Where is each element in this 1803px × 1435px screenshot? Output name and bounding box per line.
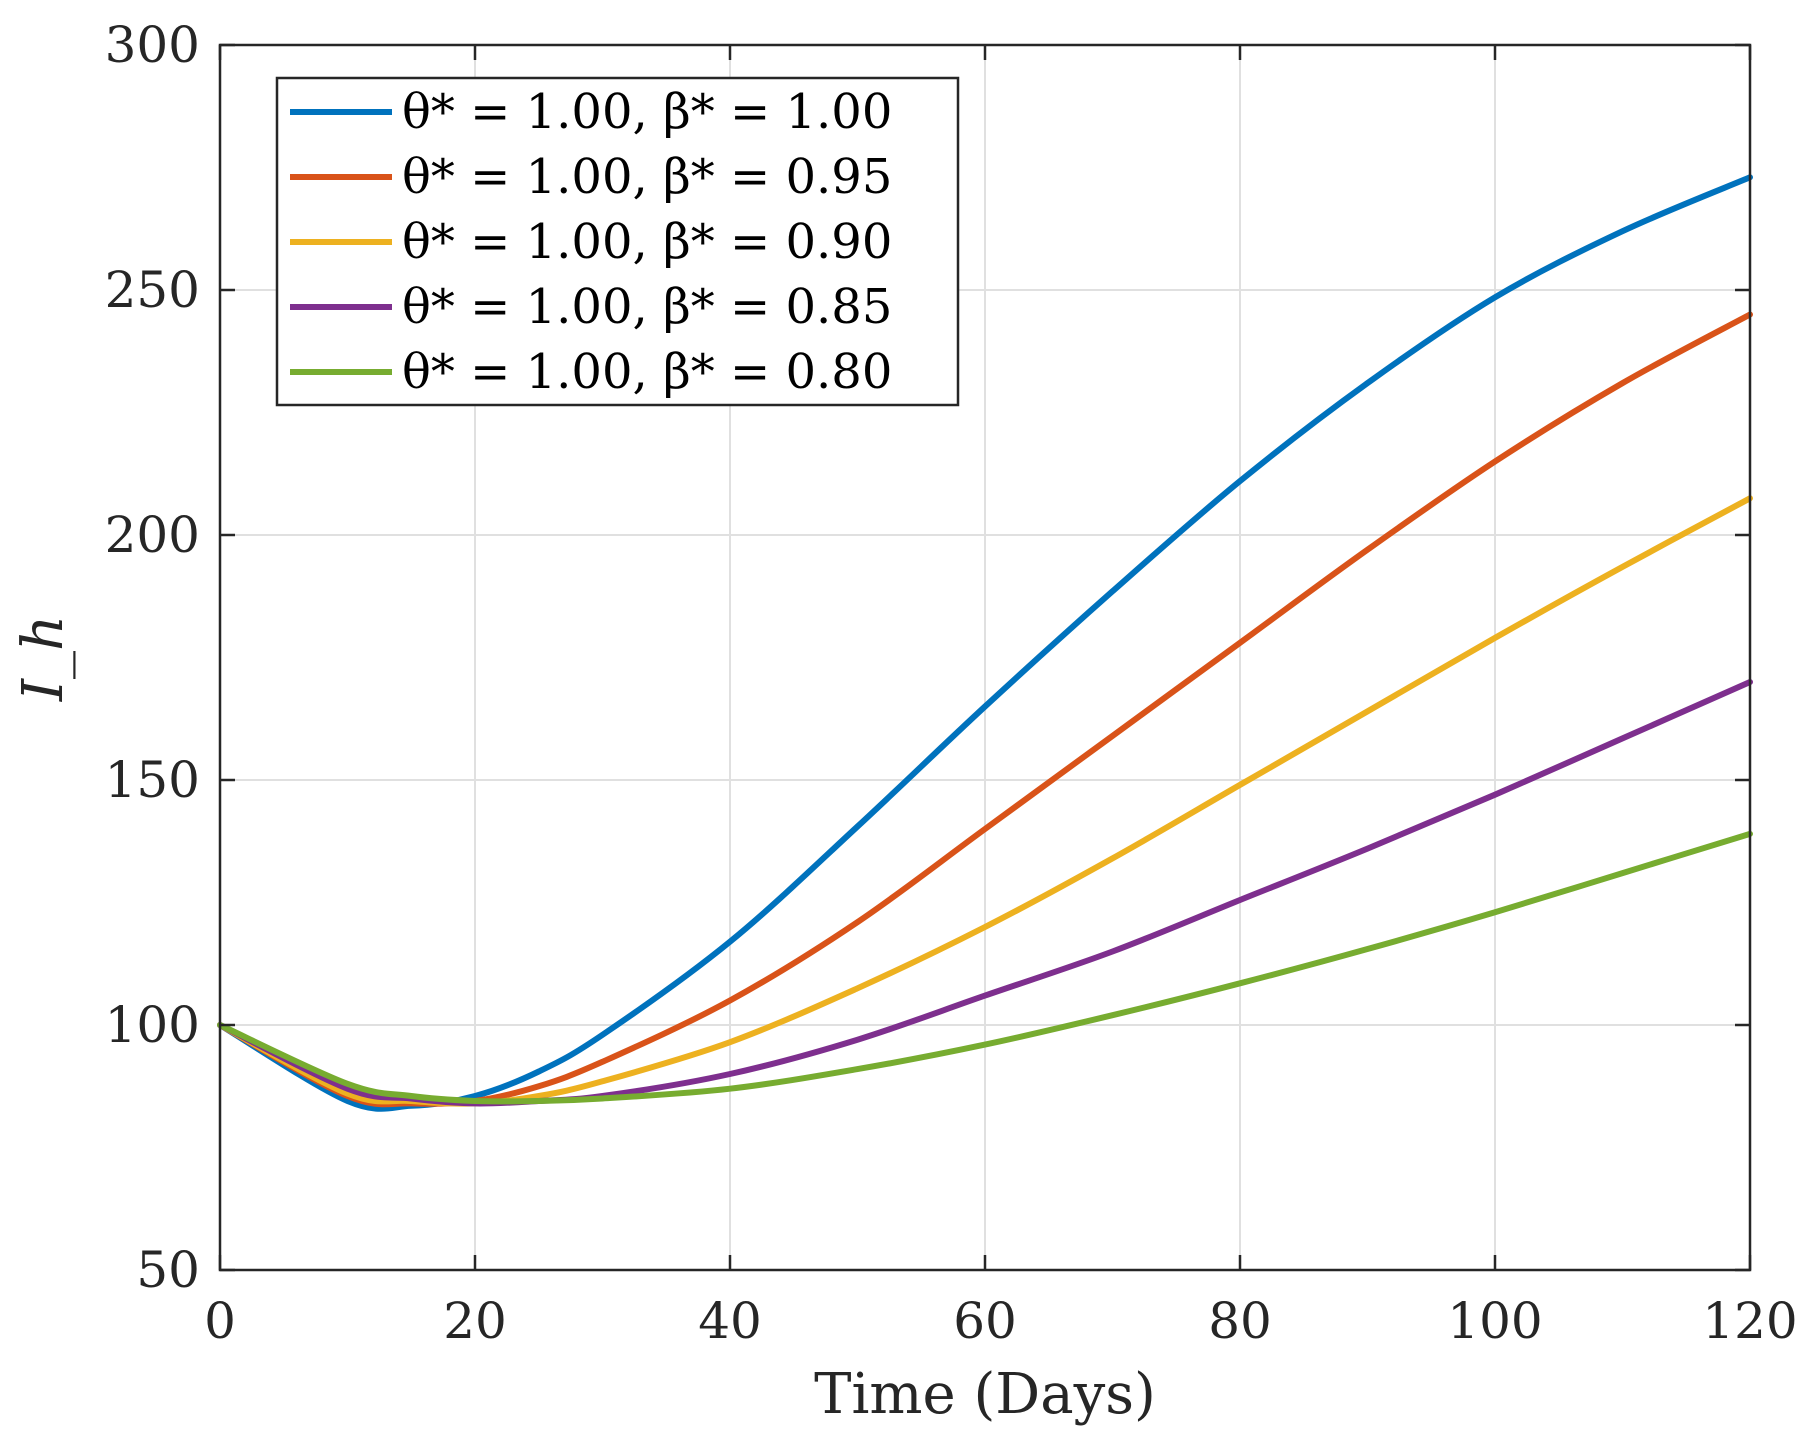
y-tick-label: 150 xyxy=(105,751,200,809)
series-line-5 xyxy=(217,830,1753,1105)
y-tick-label: 250 xyxy=(105,261,200,319)
legend-label-4: θ* = 1.00, β* = 0.85 xyxy=(402,279,892,335)
y-tick-label: 100 xyxy=(105,996,200,1054)
y-axis-label: I_h xyxy=(11,615,76,702)
legend-label-5: θ* = 1.00, β* = 0.80 xyxy=(402,344,892,400)
x-tick-label: 120 xyxy=(1702,1292,1797,1350)
x-tick-label: 40 xyxy=(698,1292,762,1350)
x-tick-label: 20 xyxy=(443,1292,507,1350)
legend-label-1: θ* = 1.00, β* = 1.00 xyxy=(402,84,892,140)
series-group xyxy=(217,174,1753,1112)
y-tick-label: 50 xyxy=(136,1241,200,1299)
legend: θ* = 1.00, β* = 1.00 θ* = 1.00, β* = 0.95… xyxy=(275,76,960,407)
legend-label-2: θ* = 1.00, β* = 0.95 xyxy=(402,149,892,205)
axis-ticks xyxy=(218,43,1752,1272)
x-tick-label: 0 xyxy=(204,1292,236,1350)
y-tick-label: 200 xyxy=(105,506,200,564)
x-tick-label: 80 xyxy=(1208,1292,1272,1350)
legend-label-3: θ* = 1.00, β* = 0.90 xyxy=(402,214,892,270)
y-tick-label: 300 xyxy=(105,16,200,74)
tick-labels: 0 20 40 60 80 100 120 50 100 150 200 250 300 xyxy=(105,16,1798,1350)
x-axis-label: Time (Days) xyxy=(814,1362,1156,1427)
x-tick-label: 60 xyxy=(953,1292,1017,1350)
x-tick-label: 100 xyxy=(1447,1292,1542,1350)
